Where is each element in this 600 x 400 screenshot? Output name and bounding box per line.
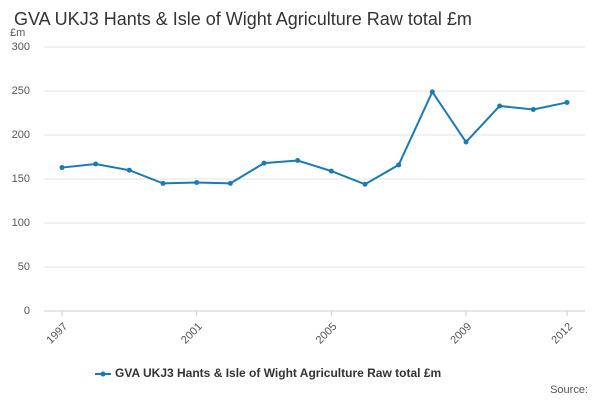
y-tick-label: 250 (12, 85, 30, 97)
y-tick-label: 200 (12, 129, 30, 141)
point (227, 180, 233, 186)
point (396, 162, 402, 168)
chart-title: GVA UKJ3 Hants & Isle of Wight Agricultu… (14, 9, 472, 29)
point (429, 89, 435, 95)
point (328, 168, 334, 174)
y-tick-label: 50 (18, 261, 30, 273)
y-tick-label: 300 (12, 41, 30, 53)
source: Source: (550, 384, 588, 396)
y-axis-label: £m (10, 27, 25, 39)
line (61, 89, 568, 186)
point (126, 167, 132, 173)
point (530, 106, 536, 112)
point (564, 99, 570, 105)
point (194, 180, 200, 186)
x-tick-label: 2012 (549, 321, 575, 347)
point (93, 161, 99, 167)
x-tick-label: 1997 (44, 321, 70, 347)
point (463, 139, 469, 145)
x-tick-label: 2001 (179, 321, 205, 347)
legend-label: GVA UKJ3 Hants & Isle of Wight Agricultu… (115, 366, 441, 380)
y-tick-label: 100 (12, 217, 30, 229)
y-tick-label: 0 (24, 305, 30, 317)
point (497, 103, 503, 109)
y-tick-label: 150 (12, 173, 30, 185)
legend-marker (100, 371, 106, 377)
point (295, 158, 301, 164)
x-tick-label: 2005 (314, 321, 340, 347)
point (362, 181, 368, 187)
point (160, 180, 166, 186)
x-tick-label: 2009 (448, 321, 474, 347)
point (261, 160, 267, 166)
point (59, 165, 65, 171)
